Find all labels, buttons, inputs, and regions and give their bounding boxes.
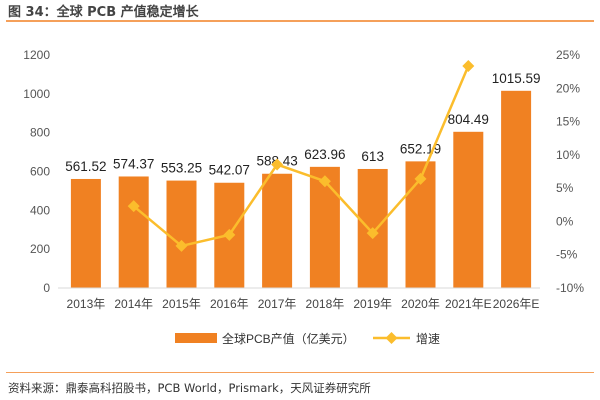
x-tick-label: 2014年 — [114, 297, 153, 311]
source-note: 资料来源：鼎泰高科招股书，PCB World，Prismark，天风证券研究所 — [8, 381, 371, 395]
growth-point — [462, 59, 475, 72]
y-left-tick-label: 600 — [30, 165, 50, 179]
title-divider — [6, 20, 594, 22]
y-left-tick-label: 0 — [43, 281, 50, 295]
y-left-tick-label: 1200 — [23, 48, 50, 62]
legend-line-marker — [385, 332, 398, 344]
bar-data-label: 542.07 — [209, 163, 250, 178]
x-tick-label: 2026年E — [493, 297, 540, 311]
growth-point — [223, 228, 236, 241]
y-right-tick-label: 25% — [556, 48, 580, 62]
y-right-tick-label: 5% — [556, 181, 574, 195]
growth-point — [271, 158, 284, 171]
bar-data-label: 613 — [361, 149, 384, 164]
y-right-tick-label: -10% — [556, 281, 584, 295]
growth-point — [127, 200, 140, 213]
growth-point — [318, 175, 331, 188]
figure-title: 图 34：全球 PCB 产值稳定增长 — [8, 5, 199, 20]
y-right-tick-label: -5% — [556, 248, 578, 262]
y-right-tick-label: 15% — [556, 115, 580, 129]
y-left-tick-label: 1000 — [23, 87, 50, 101]
x-tick-label: 2018年 — [306, 297, 345, 311]
legend-bar-label: 全球PCB产值（亿美元） — [222, 331, 355, 346]
y-right-tick-label: 20% — [556, 81, 580, 95]
x-tick-label: 2015年 — [162, 297, 201, 311]
x-tick-label: 2021年E — [445, 297, 492, 311]
x-tick-label: 2019年 — [353, 297, 392, 311]
y-right-tick-label: 10% — [556, 148, 580, 162]
x-tick-label: 2016年 — [210, 297, 249, 311]
bar — [501, 90, 532, 288]
legend-line-label: 增速 — [416, 332, 440, 346]
bar — [118, 176, 149, 288]
bar-data-label: 804.49 — [448, 112, 489, 127]
y-right-tick-label: 0% — [556, 214, 574, 228]
bar-data-label: 553.25 — [161, 161, 202, 176]
y-left-tick-label: 800 — [30, 126, 50, 140]
bar — [262, 173, 293, 288]
growth-line — [132, 65, 470, 248]
x-tick-label: 2020年 — [401, 297, 440, 311]
x-tick-label: 2013年 — [67, 297, 106, 311]
y-left-tick-label: 200 — [30, 242, 50, 256]
growth-point — [414, 172, 427, 185]
source-divider — [6, 372, 594, 373]
bar-data-label: 561.52 — [65, 159, 106, 174]
bar — [70, 178, 101, 288]
bar-data-label: 574.37 — [113, 156, 154, 171]
bar-data-label: 1015.59 — [492, 71, 541, 86]
y-left-tick-label: 400 — [30, 203, 50, 217]
x-tick-label: 2017年 — [258, 297, 297, 311]
growth-point — [175, 239, 188, 252]
bar — [166, 180, 197, 288]
growth-point — [366, 227, 379, 240]
bar — [453, 131, 484, 288]
bar-data-label: 623.96 — [304, 147, 345, 162]
legend-bar-swatch — [175, 333, 217, 343]
